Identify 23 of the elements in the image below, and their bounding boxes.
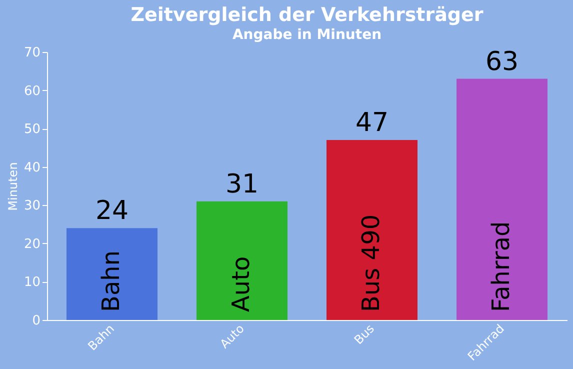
y-tick-label: 60 — [24, 84, 40, 99]
y-tick-label: 20 — [24, 236, 40, 252]
chart-subtitle: Angabe in Minuten — [232, 27, 382, 43]
y-tick-label: 50 — [24, 122, 40, 138]
data-label: 24 — [95, 196, 129, 226]
annotation: Auto — [227, 256, 255, 312]
y-tick-label: 10 — [24, 275, 40, 290]
annotation: Bahn — [97, 250, 125, 312]
data-label: 47 — [355, 108, 389, 138]
data-label: 63 — [485, 46, 519, 77]
bar — [66, 228, 158, 320]
chart-title: Zeitvergleich der Verkehrsträger — [130, 4, 484, 26]
data-label: 31 — [225, 169, 259, 200]
bar — [456, 78, 548, 320]
bar — [196, 201, 288, 320]
y-tick-label: 0 — [32, 314, 40, 328]
annotation: Bus 490 — [357, 214, 385, 312]
y-axis-title: Minuten — [6, 162, 20, 211]
x-tick-label: Bus — [351, 322, 377, 348]
y-tick-label: 30 — [24, 198, 40, 214]
y-tick-label: 70 — [24, 46, 40, 60]
y-tick-label: 40 — [24, 160, 40, 176]
bar — [326, 140, 418, 320]
